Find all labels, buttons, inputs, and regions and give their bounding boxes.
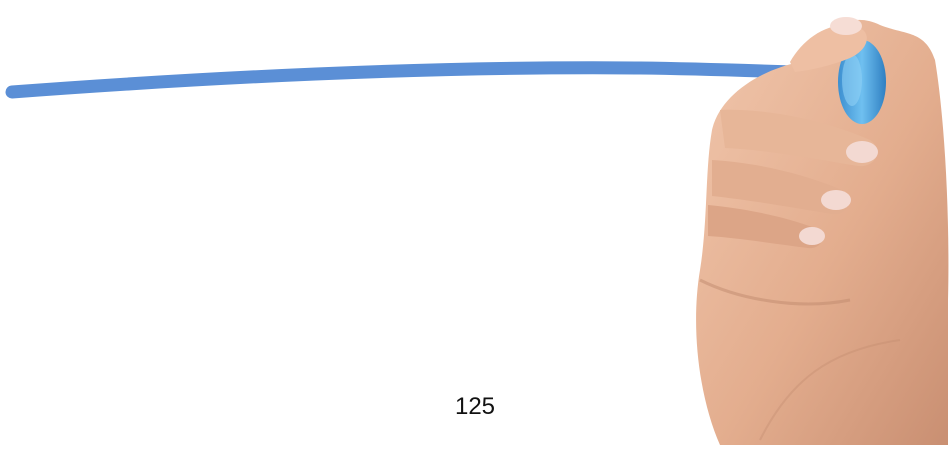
hand-shadow (699, 278, 851, 306)
wrist-shadow (759, 339, 901, 441)
thumb-nail (830, 17, 862, 35)
fingers (708, 109, 878, 249)
thumb (790, 25, 867, 72)
page-number: 125 (454, 393, 496, 420)
marker-cap (838, 40, 886, 124)
marker-stroke (5, 61, 857, 99)
